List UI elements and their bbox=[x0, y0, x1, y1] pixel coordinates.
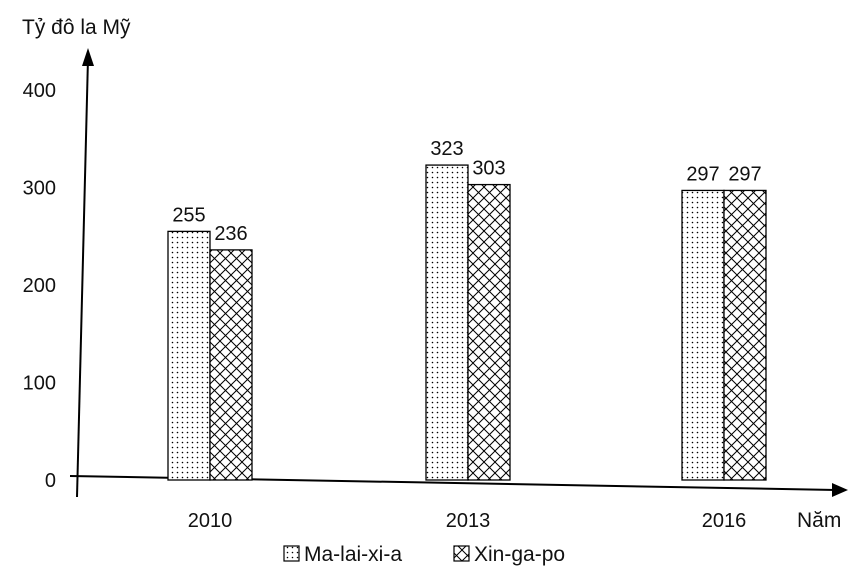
data-label-ma-lai-xi-a-2013: 323 bbox=[430, 138, 463, 160]
x-tick-labels: 2010 2013 2016 bbox=[188, 510, 747, 532]
x-axis-title: Năm bbox=[797, 509, 841, 532]
bar-ma-lai-xi-a-2016 bbox=[681, 189, 725, 481]
legend-label-ma-lai-xi-a: Ma-lai-xi-a bbox=[304, 543, 402, 566]
y-tick-labels: 0 100 200 300 400 bbox=[23, 80, 56, 492]
y-tick-label: 100 bbox=[23, 373, 56, 395]
bar-xin-ga-po-2013 bbox=[467, 183, 511, 481]
bar-ma-lai-xi-a-2010 bbox=[167, 230, 211, 481]
x-tick-label-2016: 2016 bbox=[702, 510, 747, 532]
y-tick-label: 400 bbox=[23, 80, 56, 102]
x-axis-arrow bbox=[832, 483, 848, 497]
bar-xin-ga-po-2010 bbox=[209, 249, 253, 481]
data-label-ma-lai-xi-a-2016: 297 bbox=[686, 163, 719, 185]
bar-ma-lai-xi-a-2013 bbox=[425, 164, 469, 481]
data-labels: 255 236 323 303 297 297 bbox=[172, 138, 761, 245]
legend-swatch-xin-ga-po bbox=[453, 545, 470, 562]
y-tick-label: 0 bbox=[45, 470, 56, 492]
data-label-xin-ga-po-2013: 303 bbox=[472, 158, 505, 180]
legend-label-xin-ga-po: Xin-ga-po bbox=[474, 543, 565, 566]
legend: Ma-lai-xi-a Xin-ga-po bbox=[283, 543, 565, 566]
y-tick-label: 200 bbox=[23, 275, 56, 297]
y-axis bbox=[76, 57, 89, 498]
bar-xin-ga-po-2016 bbox=[723, 189, 767, 481]
bars bbox=[167, 164, 767, 481]
data-label-xin-ga-po-2016: 297 bbox=[728, 163, 761, 185]
legend-swatch-ma-lai-xi-a bbox=[283, 545, 300, 562]
data-label-xin-ga-po-2010: 236 bbox=[214, 223, 247, 245]
y-tick-label: 300 bbox=[23, 178, 56, 200]
y-axis-arrow bbox=[82, 48, 94, 66]
y-axis-title: Tỷ đô la Mỹ bbox=[22, 16, 131, 39]
data-label-ma-lai-xi-a-2010: 255 bbox=[172, 204, 205, 226]
x-tick-label-2013: 2013 bbox=[446, 510, 491, 532]
x-tick-label-2010: 2010 bbox=[188, 510, 233, 532]
